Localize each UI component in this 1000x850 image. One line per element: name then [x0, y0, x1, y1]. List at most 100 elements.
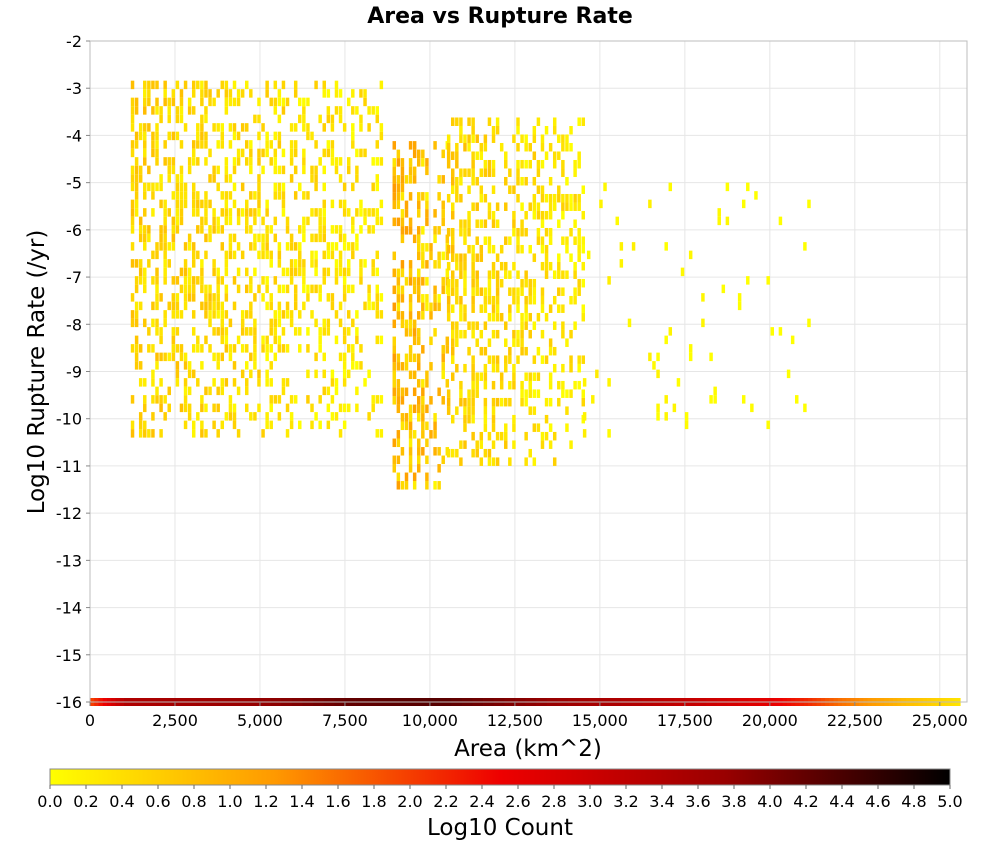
- heatmap-cell: [130, 318, 135, 328]
- heatmap-cell: [138, 276, 143, 285]
- heatmap-cell: [375, 301, 380, 311]
- heatmap-cell: [491, 210, 496, 220]
- heatmap-cell: [471, 406, 475, 415]
- heatmap-cell: [532, 176, 537, 186]
- heatmap-cell: [483, 168, 488, 177]
- heatmap-cell: [220, 310, 225, 319]
- heatmap-cell: [236, 148, 241, 158]
- heatmap-cell: [396, 149, 401, 159]
- heatmap-cell: [491, 440, 496, 449]
- heatmap-cell: [396, 362, 401, 371]
- heatmap-cell: [216, 284, 220, 294]
- heatmap-cell: [396, 430, 401, 439]
- heatmap-cell: [441, 277, 445, 286]
- heatmap-cell: [330, 114, 335, 124]
- heatmap-cell: [289, 276, 294, 285]
- heatmap-cell: [355, 386, 359, 396]
- heatmap-cell: [467, 397, 471, 407]
- heatmap-cell: [257, 191, 261, 200]
- heatmap-cell: [520, 321, 524, 330]
- heatmap-cell: [495, 278, 500, 288]
- heatmap-cell: [298, 114, 302, 124]
- heatmap-cell: [167, 242, 171, 251]
- heatmap-cell: [134, 182, 139, 192]
- heatmap-cell: [130, 174, 135, 183]
- heatmap-cell: [249, 369, 253, 379]
- heatmap-cell: [273, 327, 278, 336]
- y-tick-label: -5: [66, 174, 82, 193]
- heatmap-cell: [544, 261, 549, 271]
- heatmap-cell: [421, 345, 425, 354]
- heatmap-cell: [208, 344, 212, 353]
- heatmap-cell: [512, 219, 516, 228]
- heatmap-cell: [224, 344, 229, 353]
- heatmap-cell: [676, 378, 681, 387]
- heatmap-cell: [314, 165, 318, 175]
- heatmap-cell: [338, 301, 343, 311]
- heatmap-cell: [326, 293, 331, 302]
- heatmap-cell: [134, 106, 139, 115]
- heatmap-cell: [359, 361, 363, 370]
- heatmap-cell: [412, 336, 417, 346]
- heatmap-cell: [400, 447, 405, 456]
- heatmap-cell: [445, 336, 450, 346]
- heatmap-cell: [183, 395, 188, 404]
- heatmap-cell: [261, 276, 265, 285]
- heatmap-cell: [512, 185, 516, 194]
- heatmap-cell: [183, 276, 188, 285]
- heatmap-cell: [183, 267, 188, 277]
- heatmap-cell: [236, 216, 241, 226]
- heatmap-cell: [379, 131, 384, 141]
- heatmap-cell: [224, 89, 229, 98]
- heatmap-cell: [249, 140, 253, 149]
- colorbar-tick-label: 4.2: [793, 792, 818, 811]
- heatmap-cell: [245, 80, 249, 90]
- heatmap-cell: [475, 151, 479, 160]
- heatmap-cell: [540, 329, 545, 339]
- heatmap-cell: [479, 193, 484, 203]
- heatmap-cell: [200, 140, 204, 149]
- heatmap-cell: [204, 199, 208, 209]
- heatmap-cell: [441, 175, 445, 184]
- heatmap-cell: [285, 242, 290, 251]
- heatmap-cell: [212, 259, 216, 268]
- heatmap-cell: [408, 141, 413, 150]
- heatmap-cell: [536, 236, 541, 245]
- heatmap-cell: [713, 395, 717, 404]
- heatmap-cell: [143, 284, 147, 294]
- heatmap-cell: [603, 182, 607, 192]
- heatmap-cell: [392, 387, 397, 397]
- heatmap-cell: [569, 193, 573, 203]
- heatmap-cell: [396, 277, 401, 286]
- heatmap-cell: [516, 295, 520, 305]
- heatmap-cell: [253, 216, 257, 226]
- heatmap-cell: [249, 412, 253, 421]
- heatmap-cell: [151, 395, 155, 404]
- heatmap-cell: [322, 225, 326, 234]
- heatmap-cell: [487, 431, 492, 441]
- heatmap-cell: [191, 327, 196, 336]
- heatmap-cell: [450, 151, 455, 160]
- heatmap-cell: [224, 412, 229, 421]
- y-axis-ticks: -2-3-4-5-6-7-8-9-10-11-12-13-14-15-16: [56, 32, 90, 712]
- heatmap-cell: [138, 267, 143, 277]
- heatmap-cell: [400, 175, 405, 184]
- heatmap-cell: [228, 412, 233, 421]
- heatmap-cell: [520, 329, 524, 339]
- heatmap-cell: [532, 125, 537, 135]
- heatmap-cell: [253, 335, 257, 345]
- heatmap-cell: [179, 182, 184, 192]
- heatmap-cell: [228, 216, 233, 226]
- heatmap-cell: [552, 295, 557, 305]
- heatmap-cell: [228, 352, 233, 362]
- heatmap-cell: [155, 131, 159, 141]
- heatmap-cell: [569, 295, 573, 305]
- heatmap-cell: [330, 242, 335, 251]
- colorbar-tick-label: 2.8: [541, 792, 566, 811]
- heatmap-cell: [269, 344, 273, 353]
- heatmap-cell: [536, 227, 541, 237]
- heatmap-cell: [196, 157, 200, 166]
- heatmap-cell: [293, 301, 298, 311]
- heatmap-cell: [342, 182, 347, 192]
- heatmap-cell: [491, 219, 496, 228]
